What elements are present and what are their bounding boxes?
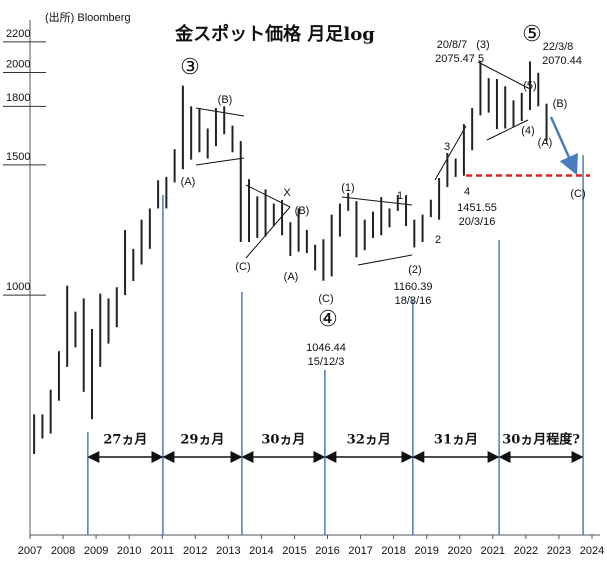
annotation: 5 <box>478 53 484 65</box>
x-tick-label: 2019 <box>414 545 438 557</box>
annotation: (C) <box>318 293 333 305</box>
interval-label: 32ヵ月 <box>347 433 391 448</box>
x-tick-label: 2011 <box>150 545 174 557</box>
annotation: (A) <box>538 137 553 149</box>
annotation: (C) <box>570 188 585 200</box>
annotation: (B) <box>295 205 310 217</box>
annotation: X <box>283 187 291 199</box>
x-tick-label: 2010 <box>117 545 141 557</box>
annotation: (5) <box>523 80 536 92</box>
x-tick-label: 2022 <box>514 545 538 557</box>
y-tick-label: 1000 <box>6 281 30 293</box>
x-tick-label: 2017 <box>348 545 372 557</box>
trendlines <box>195 61 529 266</box>
annotation: (2) <box>408 264 421 276</box>
annotation: (C) <box>235 261 250 273</box>
annotation: 2075.47 <box>435 53 475 65</box>
x-tick-label: 2012 <box>183 545 207 557</box>
x-tick-label: 2009 <box>84 545 108 557</box>
interval-label: 27ヵ月 <box>103 433 147 448</box>
annotation: 20/8/7 <box>437 39 468 51</box>
x-tick-label: 2020 <box>448 545 472 557</box>
x-tick-label: 2016 <box>315 545 339 557</box>
annotation: (3) <box>476 39 489 51</box>
x-tick-label: 2013 <box>216 545 240 557</box>
annotation: (4) <box>521 125 534 137</box>
annotation: 22/3/8 <box>543 41 574 53</box>
x-tick-label: 2008 <box>51 545 75 557</box>
annotation: (B) <box>218 94 233 106</box>
annotation: 2 <box>435 234 441 246</box>
annotation: (1) <box>341 182 354 194</box>
annotation: 15/12/3 <box>308 356 345 368</box>
annotation: (A) <box>181 176 196 188</box>
annotation: ④ <box>318 306 338 331</box>
annotation: (B) <box>553 98 568 110</box>
x-tick-label: 2015 <box>282 545 306 557</box>
annotation: ⑤ <box>522 21 542 46</box>
interval-label: 30ヵ月 <box>261 433 305 448</box>
annotation: 20/3/16 <box>459 216 496 228</box>
interval-label: 31ヵ月 <box>434 433 478 448</box>
x-tick-label: 2023 <box>547 545 571 557</box>
x-tick-label: 2018 <box>381 545 405 557</box>
x-tick-label: 2021 <box>481 545 505 557</box>
annotation: ③ <box>180 54 200 79</box>
forecast-arrow <box>549 116 578 176</box>
y-tick-label: 1800 <box>6 92 30 104</box>
annotation: 4 <box>464 186 470 198</box>
annotation: 1 <box>397 190 403 202</box>
y-tick-label: 2000 <box>6 58 30 70</box>
annotation: (A) <box>284 271 299 283</box>
annotation: 1451.55 <box>457 202 497 214</box>
x-tick-label: 2007 <box>18 545 42 557</box>
annotation: 1046.44 <box>306 342 346 354</box>
annotation: 3 <box>444 141 450 153</box>
y-tick-label: 1500 <box>6 151 30 163</box>
annotation: 1160.39 <box>394 281 433 293</box>
annotation: 18/8/16 <box>395 295 432 307</box>
y-tick-label: 2200 <box>6 28 30 40</box>
interval-label: 30ヵ月程度? <box>502 432 580 448</box>
source: (出所) Bloomberg <box>45 10 131 24</box>
x-tick-label: 2024 <box>580 545 604 557</box>
x-tick-label: 2014 <box>249 545 273 557</box>
interval-label: 29ヵ月 <box>180 433 224 448</box>
annotation: 2070.44 <box>542 55 582 67</box>
chart-title: 金スポット価格 月足log <box>174 23 375 45</box>
